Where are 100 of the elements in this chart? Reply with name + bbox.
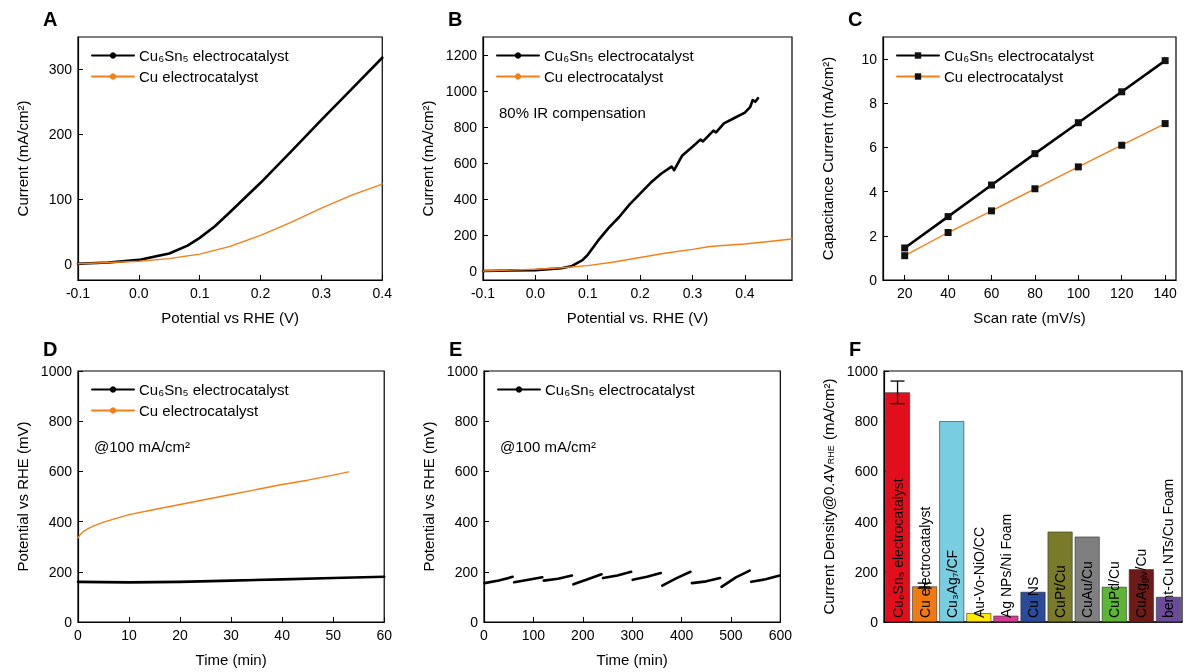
annotation: 80% IR compensation bbox=[499, 104, 646, 121]
x-tick-label: 300 bbox=[620, 627, 645, 643]
legend-label: Cu₆Sn₅ electrocatalyst bbox=[545, 381, 696, 398]
y-tick-label: 400 bbox=[453, 191, 478, 207]
line-series bbox=[77, 471, 350, 539]
x-tick-label: Cu₆Sn₅ electrocatalyst bbox=[889, 478, 906, 618]
bar bbox=[885, 392, 911, 622]
chart-title: E bbox=[449, 338, 463, 360]
legend-label: Cu electrocatalyst bbox=[139, 402, 260, 419]
y-tick-label: 600 bbox=[854, 463, 879, 480]
y-tick-label: 0 bbox=[469, 263, 478, 279]
x-tick-label: 0.1 bbox=[578, 285, 598, 301]
x-tick-label: 40 bbox=[274, 627, 291, 643]
legend-label: Cu₆Sn₅ electrocatalyst bbox=[944, 47, 1095, 64]
y-axis-title: Current (mA/cm²) bbox=[14, 100, 31, 217]
x-tick-label: 50 bbox=[325, 627, 342, 643]
x-tick-label: 0.1 bbox=[189, 285, 210, 301]
point bbox=[1074, 119, 1082, 127]
x-tick-label: 120 bbox=[1110, 285, 1134, 301]
y-tick-label: 0 bbox=[64, 255, 73, 272]
x-tick-label: 0.4 bbox=[735, 285, 755, 301]
y-axis-title: Potential vs RHE (mV) bbox=[13, 421, 31, 572]
line-series bbox=[77, 183, 383, 265]
x-tick-label: 0.2 bbox=[250, 285, 271, 301]
x-tick-label: 200 bbox=[571, 627, 595, 643]
chart-title: B bbox=[448, 8, 463, 30]
x-tick-label: 0.3 bbox=[311, 285, 332, 301]
x-tick-label: -0.1 bbox=[65, 285, 91, 301]
x-tick-label: 30 bbox=[223, 627, 240, 643]
y-tick-label: 600 bbox=[454, 463, 479, 480]
x-tick-label: CuAgglv/Cu bbox=[1133, 548, 1150, 618]
x-tick-label: 140 bbox=[1153, 285, 1178, 301]
legend-label: Cu electrocatalyst bbox=[544, 68, 665, 85]
chart-title: D bbox=[43, 338, 58, 360]
annotation: @100 mA/cm² bbox=[500, 438, 597, 455]
chart-title: F bbox=[849, 338, 862, 360]
x-axis-title: Potential vs. RHE (V) bbox=[566, 309, 709, 326]
y-tick-label: 10 bbox=[861, 51, 878, 68]
y-tick-label: 1000 bbox=[40, 363, 73, 379]
x-tick-label: Au-Vo-NiO/CC bbox=[970, 526, 987, 618]
x-tick-label: 100 bbox=[1066, 285, 1091, 301]
y-tick-label: 4 bbox=[869, 183, 878, 200]
point bbox=[988, 181, 996, 189]
x-tick-label: Cu electrocatalyst bbox=[916, 506, 933, 618]
y-tick-label: 1200 bbox=[445, 47, 478, 63]
x-tick-label: 20 bbox=[896, 285, 913, 301]
y-tick-label: 800 bbox=[453, 119, 478, 135]
point bbox=[901, 244, 909, 252]
y-tick-label: 0 bbox=[64, 614, 73, 630]
legend-label: Cu₆Sn₅ electrocatalyst bbox=[139, 47, 290, 64]
x-tick-label: 80 bbox=[1027, 285, 1043, 301]
x-tick-label: 0 bbox=[480, 627, 489, 643]
x-tick-label: 0.3 bbox=[682, 285, 703, 301]
y-tick-label: 0 bbox=[870, 614, 879, 630]
x-tick-label: 400 bbox=[669, 627, 694, 643]
y-tick-label: 1000 bbox=[445, 83, 478, 99]
x-tick-label: CuPt/Cu bbox=[1052, 565, 1069, 618]
x-axis-title: Potential vs RHE (V) bbox=[161, 309, 299, 326]
point bbox=[944, 213, 952, 221]
y-tick-label: 800 bbox=[48, 413, 73, 430]
y-tick-label: 1000 bbox=[446, 363, 479, 379]
x-tick-label: 0.4 bbox=[372, 285, 393, 301]
legend-label: Cu electrocatalyst bbox=[944, 68, 1065, 85]
y-tick-label: 600 bbox=[48, 463, 73, 480]
x-tick-label: 60 bbox=[983, 285, 1000, 301]
x-tick-label: 0 bbox=[74, 627, 83, 643]
y-axis-title: Potential vs RHE (mV) bbox=[419, 421, 437, 572]
line-series bbox=[482, 238, 793, 272]
y-tick-label: 300 bbox=[48, 61, 73, 78]
x-tick-label: Cu₃Ag₇/CF bbox=[943, 549, 960, 618]
y-tick-label: 200 bbox=[453, 227, 478, 243]
x-tick-label: Cu NS bbox=[1025, 576, 1041, 618]
x-tick-label: 10 bbox=[121, 627, 138, 643]
x-tick-label: 0.0 bbox=[129, 285, 149, 301]
chart-title: C bbox=[848, 8, 863, 30]
point bbox=[1118, 88, 1126, 96]
x-tick-label: Ag NPs/Ni Foam bbox=[997, 513, 1014, 618]
x-tick-label: 100 bbox=[521, 627, 546, 643]
y-tick-label: 0 bbox=[470, 614, 479, 630]
y-tick-label: 1000 bbox=[846, 363, 879, 379]
x-tick-label: 500 bbox=[719, 627, 743, 643]
x-axis-title: Time (min) bbox=[195, 651, 267, 668]
x-tick-label: 0.2 bbox=[630, 285, 651, 301]
legend-label: Cu electrocatalyst bbox=[139, 68, 260, 85]
x-tick-label: 20 bbox=[172, 627, 189, 643]
chart-title: A bbox=[43, 8, 58, 30]
annotation: @100 mA/cm² bbox=[94, 438, 191, 455]
y-tick-label: 8 bbox=[869, 95, 878, 112]
x-tick-label: CuPd/Cu bbox=[1106, 561, 1123, 618]
y-tick-label: 2 bbox=[869, 227, 878, 244]
x-tick-label: 60 bbox=[376, 627, 393, 643]
y-axis-title: Capacitance Current (mA/cm²) bbox=[819, 56, 836, 261]
y-axis-title: Current (mA/cm²) bbox=[418, 100, 436, 217]
point bbox=[1161, 57, 1169, 65]
x-tick-label: -0.1 bbox=[470, 285, 496, 301]
y-tick-label: 200 bbox=[48, 126, 73, 143]
y-axis-title: Current Density@0.4VRHE (mA/cm²) bbox=[819, 378, 837, 615]
legend-label: Cu₆Sn₅ electrocatalyst bbox=[544, 47, 695, 64]
x-tick-label: 40 bbox=[940, 285, 957, 301]
point bbox=[1031, 150, 1039, 158]
